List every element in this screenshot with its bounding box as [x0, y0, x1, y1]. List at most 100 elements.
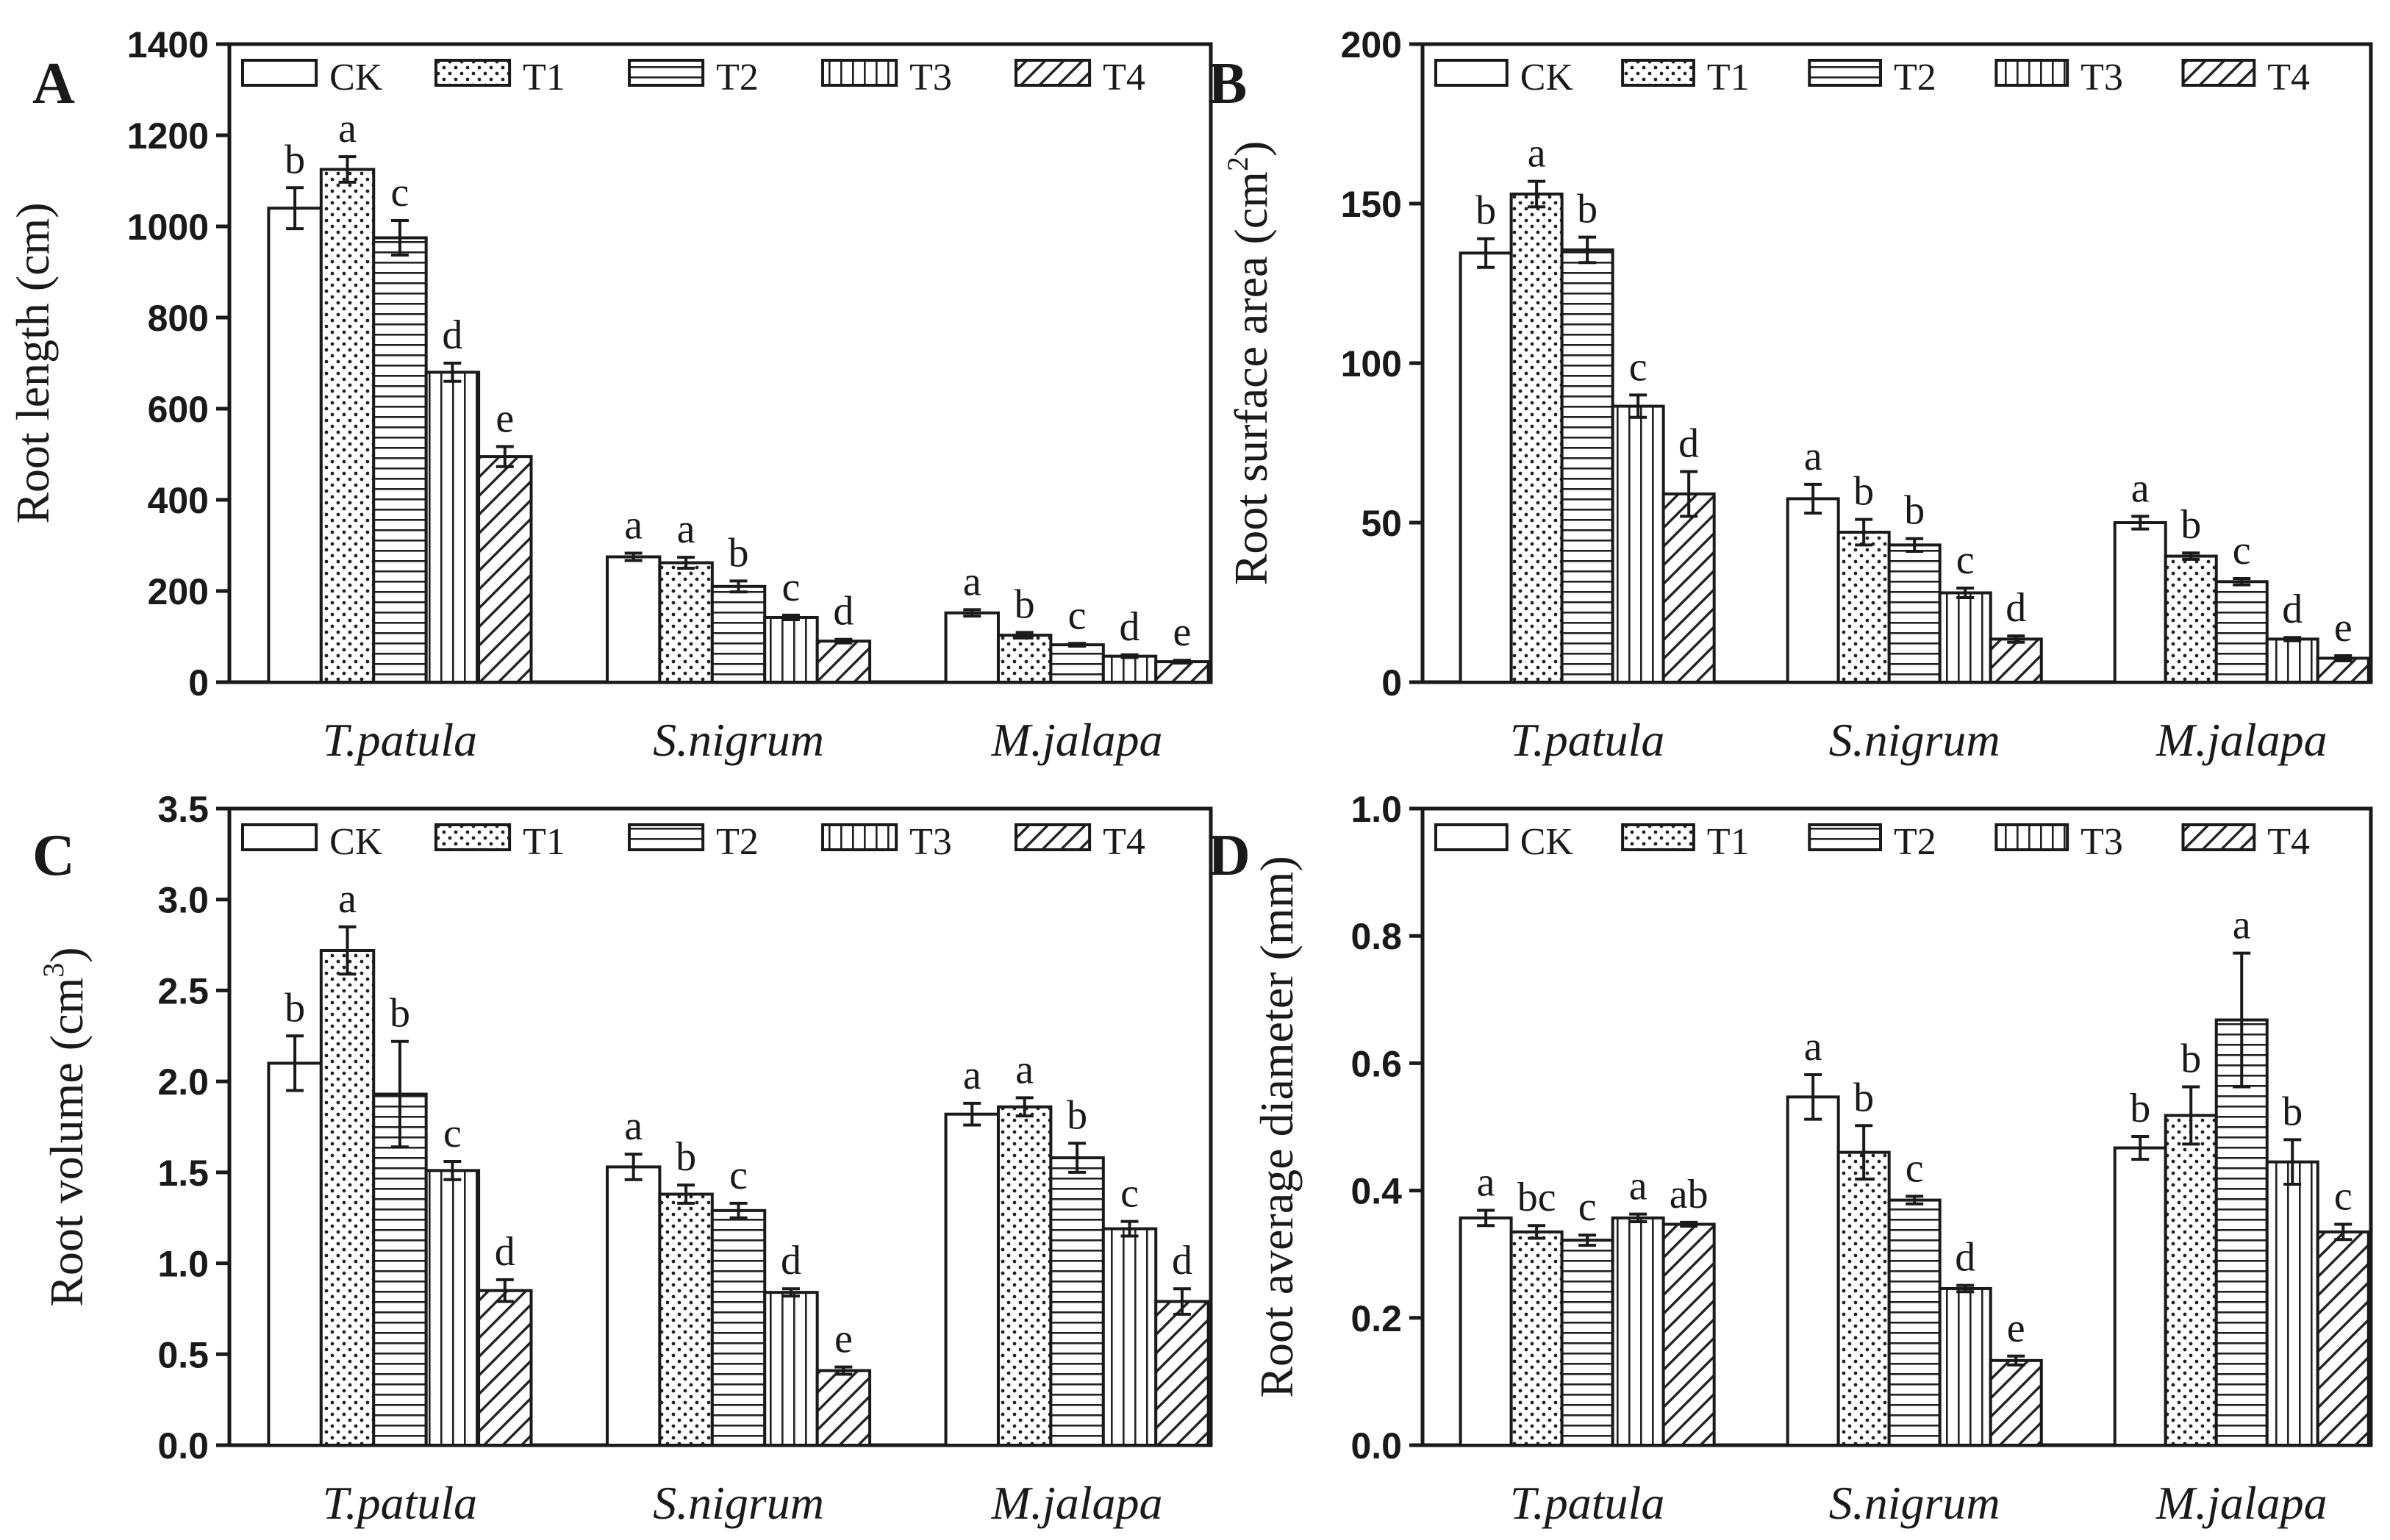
bar-t1 — [2164, 1114, 2218, 1447]
legend-label-t3: T3 — [909, 821, 952, 863]
significance-letter: c — [1120, 1171, 1139, 1217]
bar-t1 — [2164, 554, 2218, 684]
x-category-label: S.nigrum — [1829, 1477, 2000, 1529]
legend-swatch-t2 — [1808, 59, 1883, 87]
y-axis-label-superscript: 2 — [1221, 157, 1254, 171]
bar-t2 — [710, 584, 767, 684]
significance-letter: d — [495, 1229, 515, 1275]
significance-letter: a — [2233, 903, 2251, 948]
legend-label-t3: T3 — [2080, 821, 2123, 863]
bar-ck — [267, 1061, 323, 1447]
legend-swatch-t2 — [627, 59, 705, 87]
significance-letter: c — [1629, 344, 1647, 390]
significance-letter: a — [1804, 1024, 1822, 1070]
significance-letter: b — [2180, 1036, 2201, 1081]
significance-letter: b — [285, 985, 305, 1031]
significance-letter: e — [2007, 1306, 2025, 1351]
bar-t2 — [372, 236, 428, 684]
y-tick-label: 600 — [148, 389, 209, 430]
legend-label-ck: CK — [1520, 821, 1574, 863]
legend-swatch-t4 — [1014, 823, 1092, 851]
significance-letter: c — [1906, 1145, 1924, 1191]
legend-label-t4: T4 — [2267, 57, 2310, 99]
y-tick-label: 2.0 — [157, 1061, 209, 1103]
legend-label-t4: T4 — [2267, 821, 2310, 863]
bar-ck — [605, 555, 662, 684]
legend-swatch-t2 — [627, 823, 705, 851]
significance-letter: a — [1629, 1164, 1647, 1209]
legend-swatch-t3 — [1994, 823, 2069, 851]
significance-letter: c — [1956, 537, 1975, 583]
panel-letter-A: A — [32, 51, 75, 116]
significance-letter: d — [1120, 604, 1140, 650]
significance-letter: b — [1853, 1075, 1874, 1120]
x-category-label: T.patula — [1510, 714, 1664, 766]
chart-panel-A: A 0 200 400 600 800 1000 1200 1400 Root length (c… — [7, 24, 1213, 766]
y-tick-label: 1400 — [127, 24, 209, 65]
x-category-label: M.jalapa — [991, 1477, 1163, 1529]
legend-swatch-t1 — [434, 59, 512, 87]
significance-letter: b — [2130, 1086, 2150, 1131]
bar-t4 — [1154, 660, 1210, 684]
significance-letter: e — [495, 395, 514, 441]
significance-letter: a — [1528, 131, 1546, 176]
bar-ck — [267, 207, 323, 684]
significance-letter: a — [1015, 1047, 1034, 1092]
panel-letter-B: B — [1208, 51, 1247, 116]
legend-label-t1: T1 — [1707, 821, 1750, 863]
bar-t4 — [2316, 1230, 2370, 1447]
y-tick-label: 0.0 — [1350, 1425, 1402, 1466]
y-tick-label: 0.2 — [1350, 1298, 1402, 1339]
legend-label-t1: T1 — [1707, 57, 1750, 99]
y-axis-label-text: Root volume (cm — [40, 978, 93, 1307]
significance-letter: c — [729, 1153, 748, 1198]
legend-swatch-t4 — [1014, 59, 1092, 87]
y-axis-label-suffix: ) — [40, 947, 93, 962]
panel-letter-C: C — [32, 823, 75, 888]
bar-ck — [944, 611, 1000, 684]
significance-letter: c — [1578, 1184, 1597, 1230]
bar-t2 — [1560, 248, 1614, 684]
bar-t4 — [815, 640, 872, 684]
legend-label-t2: T2 — [1894, 821, 1936, 863]
significance-letter: c — [443, 1111, 462, 1156]
bar-ck — [2113, 1146, 2167, 1447]
y-tick-label: 0.6 — [1350, 1043, 1402, 1084]
y-tick-label: 200 — [1341, 24, 1402, 65]
legend-label-t1: T1 — [523, 821, 565, 863]
bar-ck — [1459, 251, 1513, 684]
bar-t1 — [1836, 531, 1891, 684]
chart-panel-C: C 0.0 0.5 1.0 1.5 2.0 2.5 3.0 3.5 Root volume (cm… — [32, 789, 1213, 1529]
significance-letter: b — [1853, 469, 1874, 515]
y-tick-label: 2.5 — [157, 970, 209, 1011]
significance-letter: a — [963, 559, 981, 604]
legend-swatch-ck — [1434, 823, 1509, 851]
legend-label-ck: CK — [329, 57, 383, 99]
significance-letter: b — [390, 991, 410, 1036]
significance-letter: e — [1173, 609, 1192, 655]
bar-t1 — [658, 561, 714, 684]
legend-swatch-t1 — [434, 823, 512, 851]
bar-t4 — [477, 455, 533, 684]
x-category-label: T.patula — [323, 714, 477, 766]
y-tick-label: 3.0 — [157, 880, 209, 921]
bar-t2 — [1560, 1239, 1614, 1447]
bar-t1 — [319, 948, 376, 1447]
significance-letter: e — [834, 1317, 853, 1362]
significance-letter: b — [1475, 188, 1496, 234]
bar-t1 — [658, 1192, 714, 1447]
legend-swatch-t3 — [820, 59, 898, 87]
significance-letter: ab — [1670, 1172, 1709, 1217]
x-category-label: M.jalapa — [2155, 1477, 2328, 1529]
significance-letter: c — [1068, 592, 1087, 638]
y-axis-label-text: Root surface area (cm — [1225, 171, 1277, 585]
bar-t2 — [2214, 580, 2269, 684]
bar-t1 — [1836, 1150, 1891, 1447]
bar-t3 — [424, 1169, 481, 1447]
bar-t3 — [1938, 591, 1992, 684]
significance-letter: a — [1804, 434, 1822, 479]
significance-letter: d — [442, 312, 462, 358]
y-tick-label: 0 — [188, 662, 209, 703]
